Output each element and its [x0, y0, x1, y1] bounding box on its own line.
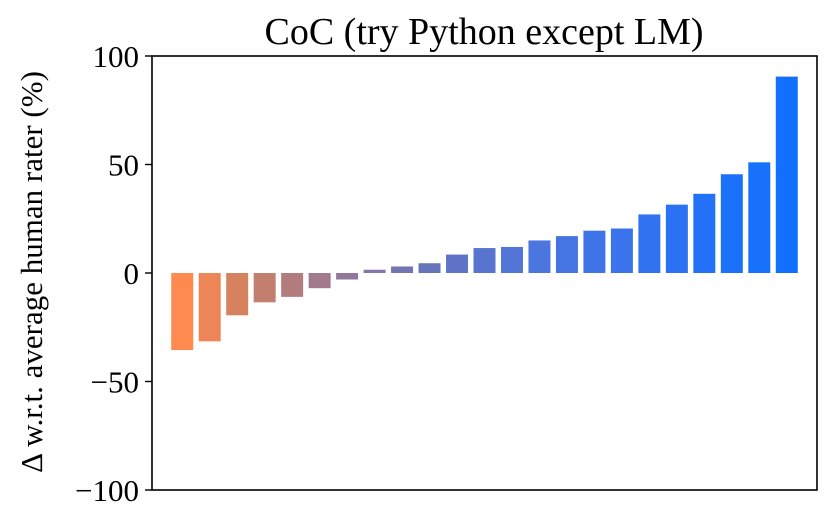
bar-17: [610, 228, 633, 273]
bar-18: [638, 214, 661, 273]
bar-13: [500, 246, 523, 273]
bar-19: [665, 204, 688, 273]
bar-8: [363, 269, 386, 273]
bar-12: [473, 248, 496, 273]
bar-23: [775, 76, 798, 274]
bar-9: [391, 266, 414, 273]
bar-7: [336, 273, 359, 280]
y-axis-ticks: 100 50 0 −50 −100: [75, 39, 152, 508]
bar-4: [253, 273, 276, 303]
y-tick-label: −100: [75, 473, 139, 508]
bars: [171, 76, 798, 351]
y-tick-label: 50: [108, 148, 139, 183]
bar-2: [198, 273, 221, 342]
bar-10: [418, 263, 441, 273]
bar-22: [748, 162, 771, 273]
bar-6: [308, 273, 331, 289]
bar-5: [281, 273, 304, 297]
bar-11: [446, 254, 469, 273]
bar-1: [171, 273, 194, 351]
bar-21: [720, 174, 743, 273]
y-tick-label: −50: [91, 365, 139, 400]
y-tick-label: 0: [124, 256, 140, 291]
bar-15: [555, 236, 578, 273]
y-tick-label: 100: [93, 39, 140, 74]
bar-3: [226, 273, 249, 316]
y-axis-label: Δ w.r.t. average human rater (%): [14, 71, 49, 473]
plot-frame: [151, 55, 818, 491]
bar-16: [583, 230, 606, 273]
bar-14: [528, 240, 551, 273]
bar-20: [693, 193, 716, 273]
chart-title: CoC (try Python except LM): [264, 11, 703, 53]
